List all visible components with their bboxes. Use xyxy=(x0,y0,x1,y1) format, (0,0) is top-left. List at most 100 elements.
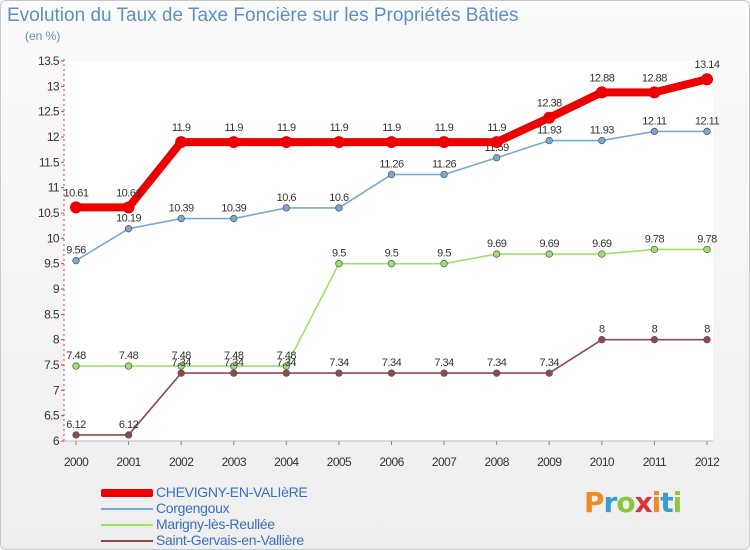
x-tick-label: 2001 xyxy=(116,455,141,469)
data-label: 10.6 xyxy=(329,192,349,204)
logo-letter: i xyxy=(672,486,683,519)
data-point xyxy=(124,431,133,439)
data-point xyxy=(440,170,448,179)
data-point xyxy=(335,369,343,377)
data-point xyxy=(387,260,396,268)
data-label: 7.34 xyxy=(540,357,560,369)
data-label: 13.14 xyxy=(694,59,719,71)
data-point xyxy=(595,86,608,99)
y-tick-label: 8 xyxy=(53,333,60,347)
data-label: 11.9 xyxy=(435,122,454,134)
data-point xyxy=(230,362,238,370)
data-point xyxy=(598,336,606,344)
data-label: 10.61 xyxy=(63,187,88,199)
data-point xyxy=(177,214,185,223)
data-point xyxy=(387,170,396,179)
legend-swatch xyxy=(101,524,153,526)
x-tick-label: 2011 xyxy=(643,455,667,469)
y-tick-label: 9.5 xyxy=(44,257,60,271)
data-label: 8 xyxy=(652,324,658,336)
logo-letter: r xyxy=(603,486,618,519)
data-label: 12.11 xyxy=(695,115,720,127)
x-tick-label: 2012 xyxy=(695,455,720,469)
data-point xyxy=(650,245,659,254)
data-point xyxy=(124,225,133,233)
data-label: 7.34 xyxy=(382,357,402,369)
data-point xyxy=(703,336,711,344)
logo-letter: x xyxy=(634,486,653,519)
y-tick-label: 11 xyxy=(48,181,60,195)
legend-swatch xyxy=(101,540,153,542)
chart-title: Evolution du Taux de Taxe Foncière sur l… xyxy=(7,5,519,26)
data-label: 7.34 xyxy=(224,357,244,369)
logo-letter: P xyxy=(584,486,605,519)
legend-label: Corgengoux xyxy=(156,500,230,516)
data-label: 11.9 xyxy=(330,122,349,134)
data-point xyxy=(332,136,345,149)
logo-letter: o xyxy=(616,486,635,519)
data-point xyxy=(227,136,240,149)
x-tick-label: 2006 xyxy=(379,455,404,469)
data-point xyxy=(124,362,133,370)
data-label: 7.48 xyxy=(277,350,297,362)
data-label: 12.88 xyxy=(642,72,667,84)
legend-label: Saint-Gervais-en-Vallière xyxy=(156,532,304,548)
data-label: 9.5 xyxy=(385,248,399,260)
legend-swatch xyxy=(101,489,153,497)
data-label: 7.48 xyxy=(224,350,244,362)
logo-letter: i xyxy=(651,486,662,519)
data-label: 9.5 xyxy=(332,248,346,260)
data-label: 11.93 xyxy=(590,125,615,137)
data-point xyxy=(650,336,659,344)
data-label: 10.39 xyxy=(169,203,194,215)
y-tick-label: 13 xyxy=(47,79,60,93)
logo-letter: t xyxy=(660,486,673,519)
data-label: 11.9 xyxy=(224,122,243,134)
data-point xyxy=(282,362,290,370)
data-point xyxy=(122,201,135,214)
legend-label: CHEVIGNY-EN-VALIèRE xyxy=(156,484,308,500)
data-label: 12.11 xyxy=(642,115,667,127)
y-axis-unit: (en %) xyxy=(25,29,61,43)
x-tick-label: 2004 xyxy=(274,455,299,469)
data-point xyxy=(493,154,501,162)
data-label: 9.69 xyxy=(487,238,507,250)
y-tick-label: 7.5 xyxy=(44,358,60,372)
data-point xyxy=(230,369,238,377)
data-point xyxy=(385,136,398,149)
data-point xyxy=(282,204,290,212)
data-point xyxy=(545,250,553,258)
data-label: 7.48 xyxy=(119,350,139,362)
data-label: 11.93 xyxy=(537,125,562,137)
x-tick-label: 2002 xyxy=(169,455,194,469)
data-point xyxy=(387,369,396,377)
data-point xyxy=(175,136,188,149)
data-label: 9.78 xyxy=(697,233,717,245)
data-point xyxy=(72,431,80,439)
data-point xyxy=(648,86,661,99)
data-point xyxy=(70,201,82,214)
data-label: 11.9 xyxy=(487,122,506,134)
legend-swatch xyxy=(101,508,153,510)
data-label: 11.26 xyxy=(379,158,404,170)
data-point xyxy=(543,111,556,124)
y-tick-label: 12 xyxy=(47,130,60,144)
data-label: 9.5 xyxy=(437,248,451,260)
data-point xyxy=(598,250,606,258)
y-tick-label: 12.5 xyxy=(38,105,60,119)
data-label: 7.34 xyxy=(487,357,507,369)
data-label: 10.39 xyxy=(221,203,246,215)
data-label: 10.6 xyxy=(277,192,297,204)
data-point xyxy=(440,260,448,268)
data-point xyxy=(703,245,711,254)
data-label: 11.9 xyxy=(382,122,401,134)
data-point xyxy=(177,362,185,370)
data-point xyxy=(650,127,659,136)
data-point xyxy=(490,136,503,149)
data-label: 7.34 xyxy=(171,357,191,369)
x-tick-label: 2010 xyxy=(590,455,615,469)
data-label: 9.69 xyxy=(592,238,612,250)
data-point xyxy=(335,204,343,212)
data-label: 11.9 xyxy=(172,122,191,134)
